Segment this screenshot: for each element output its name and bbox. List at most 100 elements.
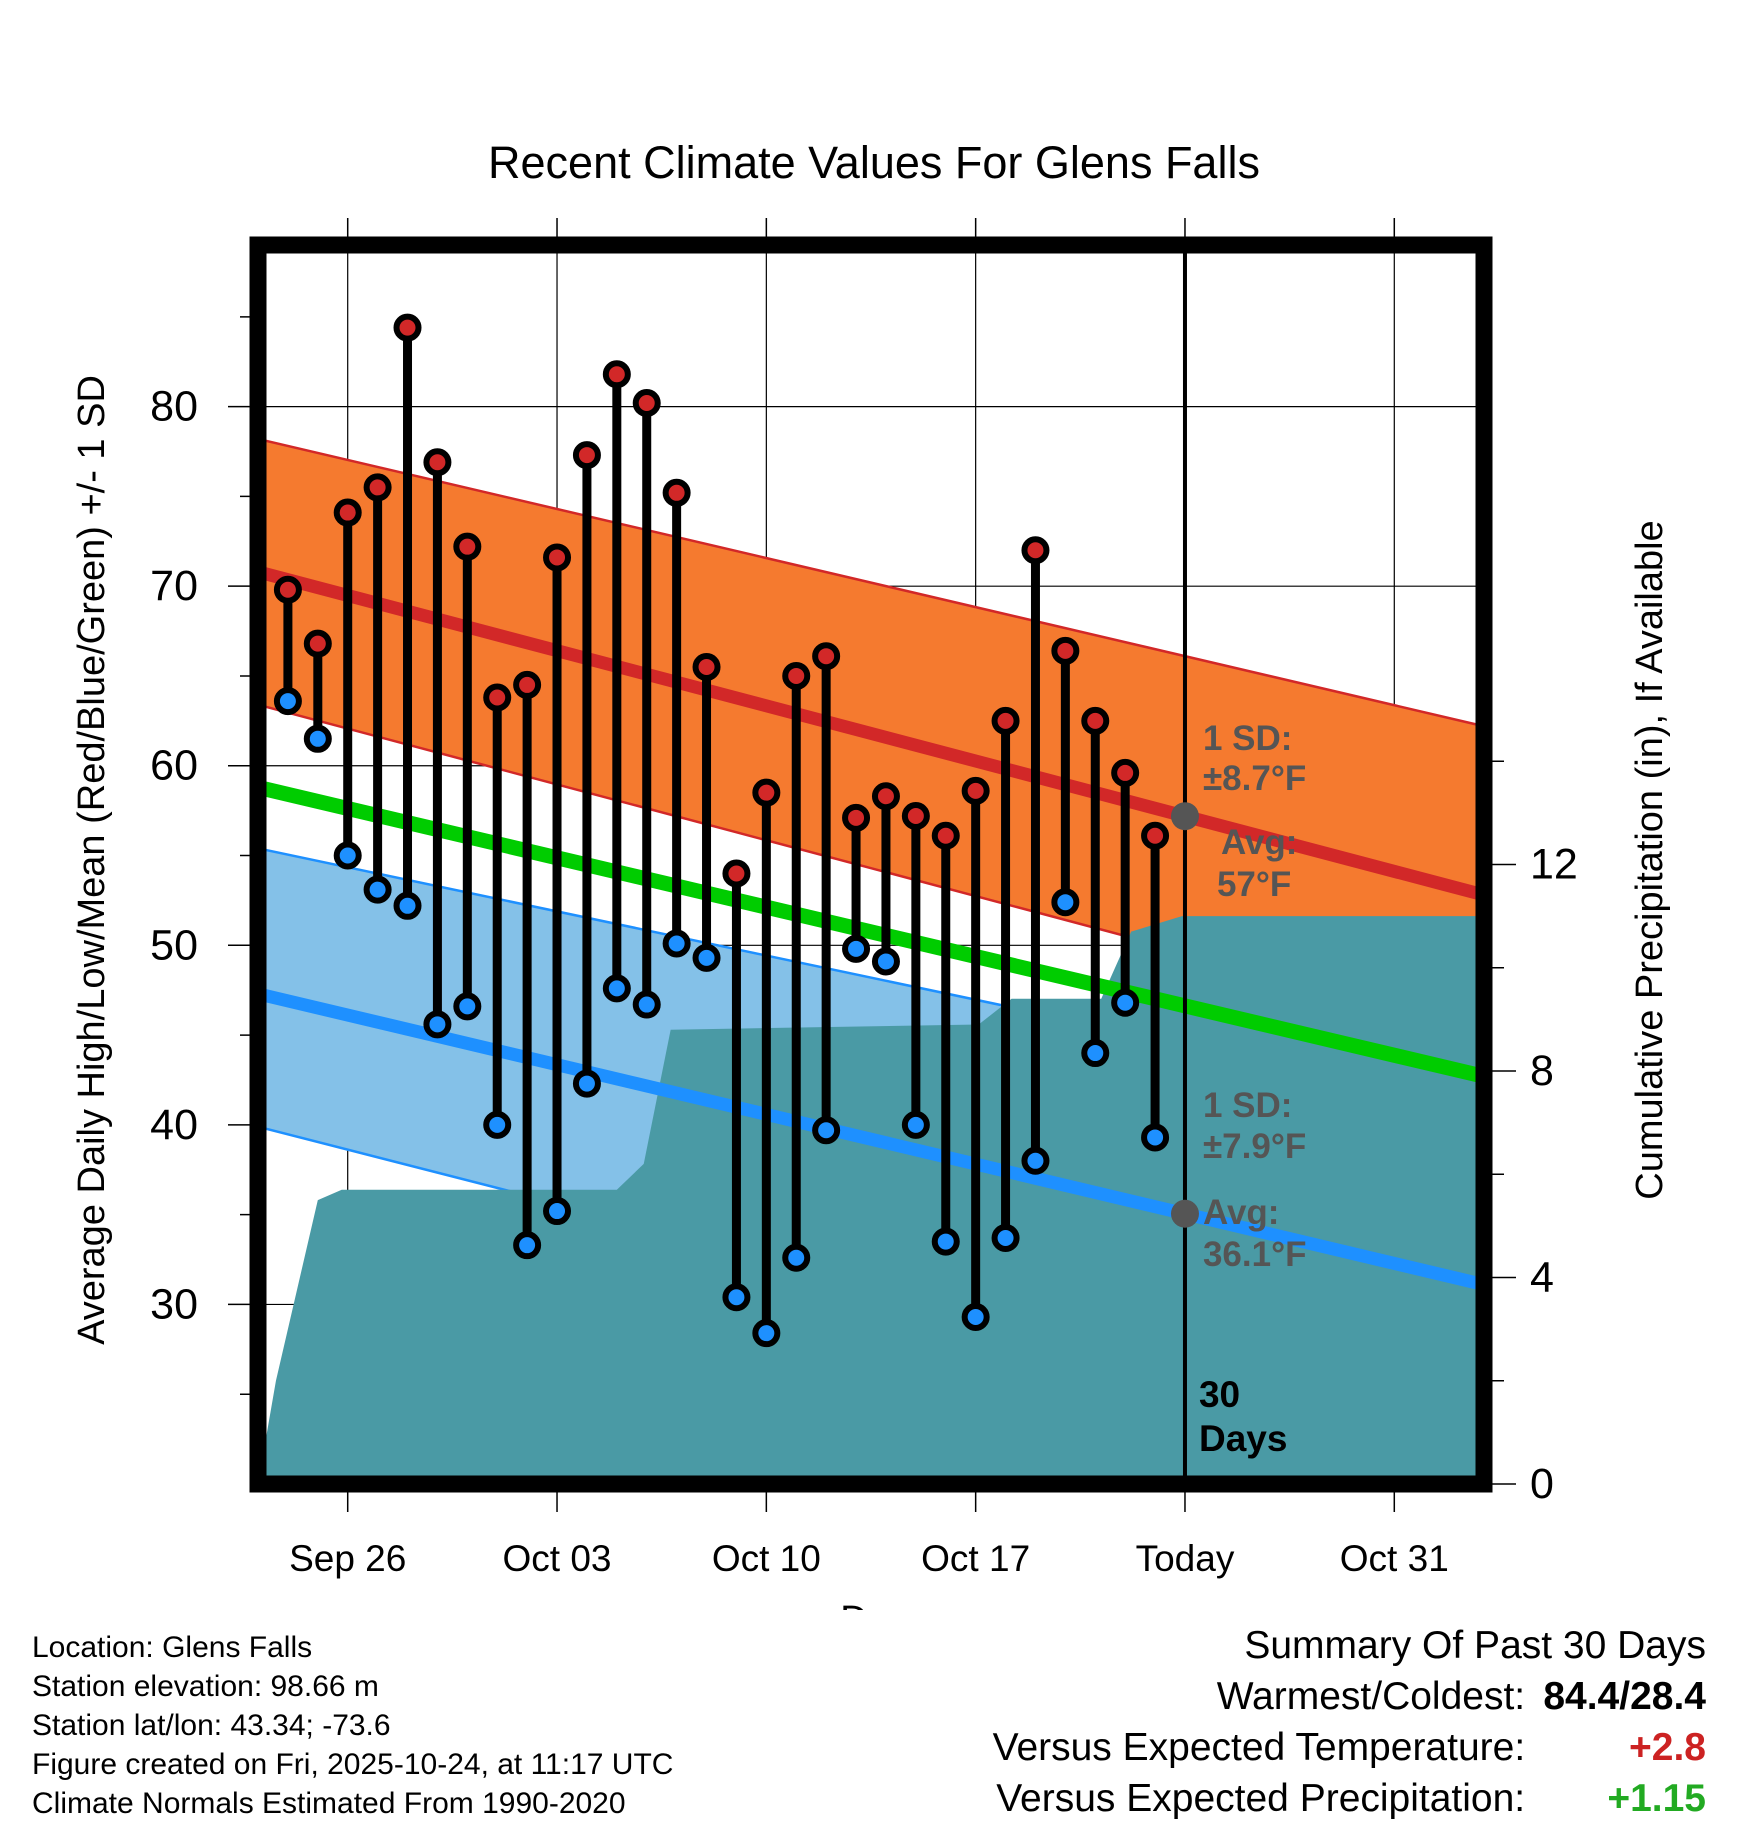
x-tick-label: Today [1136,1538,1235,1579]
daily-points [273,313,1170,1348]
high-point [1021,536,1050,565]
high-point [1081,706,1110,735]
high-point [632,389,661,418]
low-point [931,1227,960,1256]
low-point [901,1110,930,1139]
low-point [333,841,362,870]
precip-cumulative-area [258,916,1484,1484]
low-point [842,934,871,963]
low-point [543,1197,572,1226]
low-point [602,974,631,1003]
y-tick-label: 50 [150,921,198,969]
normal-lines [256,565,1486,1292]
y2-tick-label: 0 [1530,1460,1554,1508]
period-number: 30 [1199,1374,1240,1415]
precip-row: Versus Expected Precipitation: +1.15 [993,1773,1706,1824]
high-point [602,360,631,389]
low-point [722,1283,751,1312]
normal-high-line [256,565,1486,902]
low-point [483,1110,512,1139]
created-text: Figure created on Fri, 2025-10-24, at 11… [32,1748,674,1781]
low-point [572,1069,601,1098]
low-point [662,929,691,958]
today-high-avg-dot [1170,802,1199,831]
precip-area [258,916,1484,1484]
low-point [303,724,332,753]
x-tick-label: Oct 10 [712,1538,821,1579]
high-point [363,473,392,502]
high-point [483,683,512,712]
y2-axis-label: Cumulative Precipitation (in), If Availa… [1629,520,1671,1199]
today-marker [1170,245,1199,1484]
high-point [543,543,572,572]
high-point [1051,636,1080,665]
low-point [991,1223,1020,1252]
high-point [393,313,422,342]
high-point [722,859,751,888]
temp-row: Versus Expected Temperature: +2.8 [993,1722,1706,1773]
low-point [752,1319,781,1348]
low-avg-label: Avg: [1203,1193,1279,1232]
low-point [393,891,422,920]
y-tick-label: 30 [150,1280,198,1328]
low-point [513,1231,542,1260]
climate-chart: Recent Climate Values For Glens Falls 1 … [71,137,1671,1610]
high-point [453,532,482,561]
low-point [363,875,392,904]
precip-label: Versus Expected Precipitation: [996,1777,1526,1820]
x-tick-label: Sep 26 [289,1538,406,1579]
x-tick-label: Oct 31 [1340,1538,1449,1579]
axes: Sep 26 Oct 03 Oct 10 Oct 17 Today Oct 3130405… [150,218,1578,1579]
low-point [423,1010,452,1039]
low-point [1111,988,1140,1017]
high-point [871,782,900,811]
temp-label: Versus Expected Temperature: [992,1726,1526,1769]
high-point [513,670,542,699]
normal-low-line [256,987,1486,1292]
high-point [842,803,871,832]
latlon-text: Station lat/lon: 43.34; -73.6 [32,1709,391,1742]
low-point [692,943,721,972]
y2-tick-label: 4 [1530,1254,1554,1302]
low-point [1081,1039,1110,1068]
warmest-coldest-value: 84.4/28.4 [1543,1675,1706,1718]
high-sd-value: ±8.7°F [1203,759,1306,798]
high-point [333,498,362,527]
high-point [1141,821,1170,850]
high-point [303,629,332,658]
low-point [961,1303,990,1332]
normal-mean-line [256,779,1486,1084]
y-axis-label: Average Daily High/Low/Mean (Red/Blue/Gr… [71,375,113,1345]
y-tick-label: 60 [150,742,198,790]
high-point [812,642,841,671]
high-point [1111,758,1140,787]
high-sd-label: 1 SD: [1203,719,1292,758]
summary-panel: Summary Of Past 30 Days Warmest/Coldest:… [993,1620,1706,1824]
elevation-text: Station elevation: 98.66 m [32,1670,379,1703]
summary-title: Summary Of Past 30 Days [1244,1624,1706,1667]
period-unit: Days [1199,1418,1287,1459]
low-point [1051,888,1080,917]
high-point [662,478,691,507]
y2-tick-label: 8 [1530,1047,1554,1095]
low-point [1021,1146,1050,1175]
low-sd-value: ±7.9°F [1203,1127,1306,1166]
chart-title: Recent Climate Values For Glens Falls [488,137,1260,188]
warmest-coldest-row: Warmest/Coldest: 84.4/28.4 [993,1671,1706,1722]
high-point [901,802,930,831]
precip-value: +1.15 [1607,1777,1706,1820]
high-point [931,821,960,850]
high-avg-label: Avg: [1221,823,1297,862]
today-low-avg-dot [1170,1199,1199,1228]
location-text: Location: Glens Falls [32,1631,313,1664]
low-point [812,1116,841,1145]
high-point [991,706,1020,735]
high-sd-band-upper-edge [257,437,1485,728]
daily-range-stems [283,327,1160,1334]
low-point [632,990,661,1019]
x-tick-label: Oct 17 [921,1538,1030,1579]
high-point [692,652,721,681]
low-point [1141,1123,1170,1152]
high-point [752,778,781,807]
